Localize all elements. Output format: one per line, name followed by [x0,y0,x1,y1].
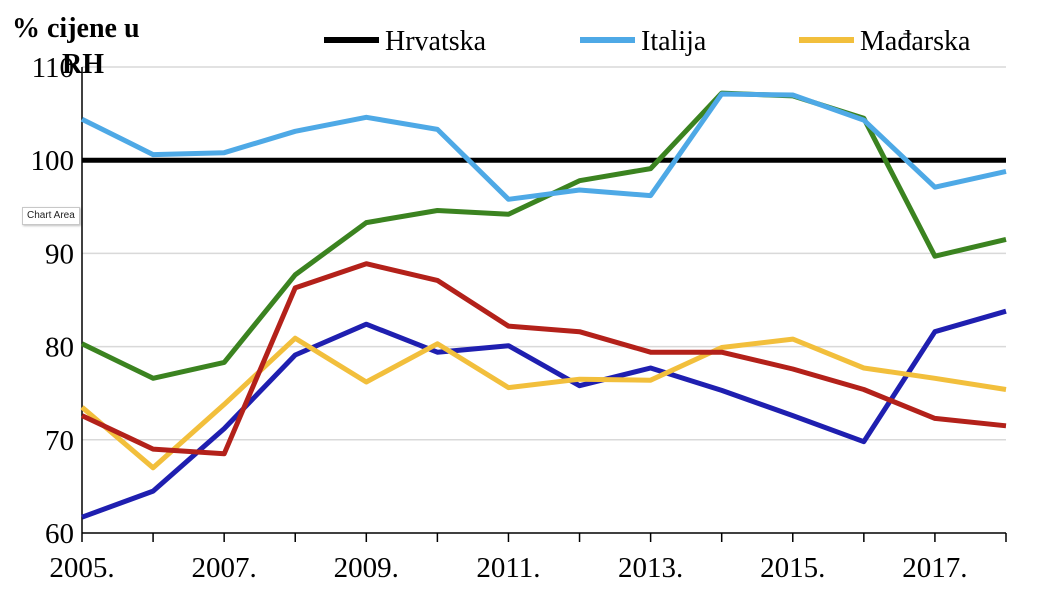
series-line-series-5 [81,308,1007,520]
x-tick-label: 2013. [618,552,683,584]
y-tick-label: 110 [32,52,74,84]
series-line-ma-arska [80,335,1007,471]
y-tick-label: 70 [45,425,74,457]
x-tick-label: 2015. [760,552,825,584]
legend-label: Hrvatska [385,26,487,57]
chart-area-tooltip: Chart Area [22,207,80,225]
y-tick-label: 100 [31,145,75,177]
x-tick-label: 2005. [49,552,114,584]
legend-label: Italija [641,26,707,57]
legend: Hrvatska Italija Mađarska [324,26,971,57]
series-lines [80,90,1007,520]
axes: 60 70 80 90 100 110 2005. 2007. 2009. 2011. 2013. 2… [31,52,1007,584]
x-tick-label: 2017. [902,552,967,584]
legend-label: Mađarska [860,26,971,57]
series-line-series-3 [80,90,1007,381]
y-tick-label: 60 [45,518,74,550]
x-tick-label: 2007. [192,552,257,584]
series-line-italija [80,91,1007,202]
series-line-series-4 [80,261,1007,457]
y-axis-label-line-2: RH [62,49,104,80]
y-tick-label: 90 [45,238,74,270]
x-tick-label: 2009. [334,552,399,584]
x-tick-label: 2011. [476,552,540,584]
y-tick-label: 80 [45,332,74,364]
y-axis-label-line-1: % cijene u [12,13,140,44]
